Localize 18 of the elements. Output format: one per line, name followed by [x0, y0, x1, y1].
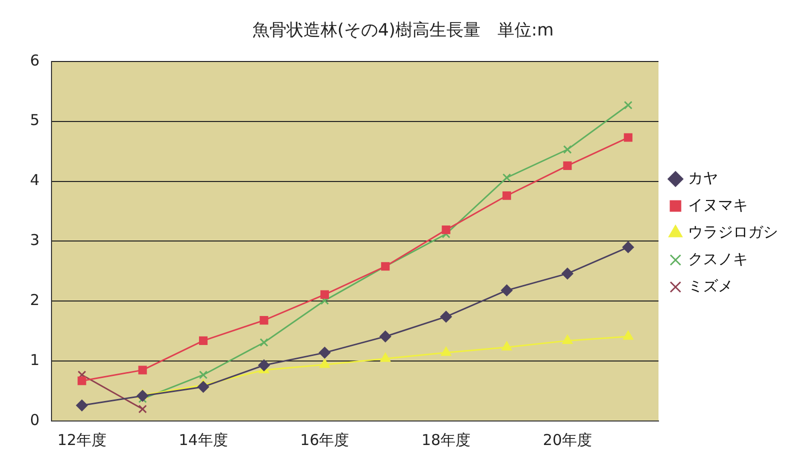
legend-label: クスノキ	[688, 250, 748, 268]
y-tick-label: 2	[30, 291, 40, 310]
y-tick-label: 3	[30, 231, 40, 250]
legend-label: イヌマキ	[688, 196, 748, 214]
y-tick-label: 5	[30, 111, 40, 130]
y-tick-label: 0	[30, 410, 40, 429]
x-tick-label: 14年度	[178, 430, 228, 449]
legend-label: ミズメ	[688, 276, 733, 295]
y-tick-label: 4	[30, 171, 40, 190]
x-tick-label: 16年度	[300, 430, 350, 449]
y-tick-label: 6	[30, 51, 40, 70]
chart-title: 魚骨状造林(その4)樹高生長量 単位:m	[252, 20, 554, 41]
legend-label: カヤ	[688, 168, 718, 187]
legend-label: ウラジロガシ	[688, 222, 778, 241]
x-tick-label: 12年度	[57, 430, 106, 449]
x-tick-label: 18年度	[422, 430, 471, 449]
y-tick-label: 1	[30, 350, 40, 369]
x-tick-label: 20年度	[542, 430, 592, 449]
